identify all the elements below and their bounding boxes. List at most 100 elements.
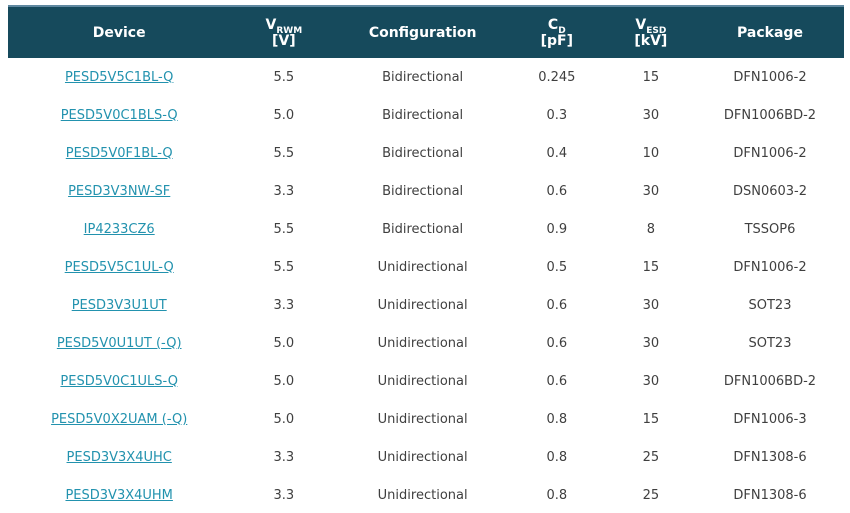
vesd-cell: 15 (605, 248, 696, 286)
table-header: Device VRWM [V] Configuration CD [pF] VE (8, 5, 844, 58)
package-cell: SOT23 (695, 286, 844, 324)
header-row: Device VRWM [V] Configuration CD [pF] VE (8, 5, 844, 58)
device-link[interactable]: PESD3V3NW-SF (68, 183, 171, 199)
configuration-cell: Unidirectional (337, 476, 508, 513)
device-link[interactable]: PESD5V0X2UAM (-Q) (51, 411, 188, 427)
vesd-cell: 8 (605, 210, 696, 248)
cd-cell: 0.8 (507, 438, 606, 476)
device-cell: PESD5V0C1BLS-Q (8, 96, 231, 134)
header-label-package: Package (737, 24, 803, 41)
vrwm-cell: 5.5 (230, 210, 338, 248)
device-cell: PESD3V3U1UT (8, 286, 231, 324)
vesd-cell: 25 (605, 438, 696, 476)
device-link[interactable]: PESD5V0F1BL-Q (65, 145, 173, 161)
configuration-cell: Unidirectional (337, 400, 508, 438)
vesd-cell: 30 (605, 362, 696, 400)
cd-cell: 0.6 (507, 362, 606, 400)
device-link[interactable]: PESD5V5C1UL-Q (64, 259, 174, 275)
device-link[interactable]: PESD5V0C1ULS-Q (60, 373, 178, 389)
header-symbol-vesd: VESD (635, 16, 667, 36)
vrwm-cell: 5.0 (230, 96, 338, 134)
table-row: PESD5V5C1UL-Q 5.5 Unidirectional 0.5 15 DFN10… (8, 248, 844, 286)
package-cell: TSSOP6 (695, 210, 844, 248)
header-symbol-cd: CD (547, 16, 566, 36)
table-row: PESD5V0X2UAM (-Q) 5.0 Unidirectional 0.8 15 D… (8, 400, 844, 438)
cd-cell: 0.245 (507, 58, 606, 96)
col-header-vrwm: VRWM [V] (230, 5, 338, 58)
device-cell: PESD3V3X4UHM (8, 476, 231, 513)
vesd-cell: 30 (605, 286, 696, 324)
vesd-cell: 15 (605, 400, 696, 438)
col-header-cd: CD [pF] (507, 5, 606, 58)
header-label-device: Device (92, 24, 146, 41)
table-row: PESD5V5C1BL-Q 5.5 Bidirectional 0.245 15 DFN1… (8, 58, 844, 96)
package-cell: SOT23 (695, 324, 844, 362)
header-unit-vrwm: [V] (272, 32, 296, 49)
table-row: PESD3V3X4UHM 3.3 Unidirectional 0.8 25 DFN130… (8, 476, 844, 513)
package-cell: DFN1006BD-2 (695, 96, 844, 134)
vesd-cell: 30 (605, 96, 696, 134)
cd-cell: 0.4 (507, 134, 606, 172)
cd-cell: 0.6 (507, 324, 606, 362)
col-header-vesd: VESD [kV] (605, 5, 696, 58)
device-cell: IP4233CZ6 (8, 210, 231, 248)
table-row: PESD3V3U1UT 3.3 Unidirectional 0.6 30 SOT23 (8, 286, 844, 324)
col-header-configuration: Configuration (337, 5, 508, 58)
package-cell: DFN1006-3 (695, 400, 844, 438)
header-unit-cd: [pF] (540, 32, 573, 49)
vesd-cell: 15 (605, 58, 696, 96)
device-cell: PESD5V0X2UAM (-Q) (8, 400, 231, 438)
vesd-cell: 30 (605, 324, 696, 362)
device-link[interactable]: PESD3V3U1UT (71, 297, 167, 313)
device-link[interactable]: PESD5V0C1BLS-Q (60, 107, 178, 123)
vrwm-cell: 5.5 (230, 134, 338, 172)
configuration-cell: Unidirectional (337, 286, 508, 324)
vrwm-cell: 3.3 (230, 476, 338, 513)
device-link[interactable]: PESD5V0U1UT (-Q) (56, 335, 182, 351)
header-label-configuration: Configuration (368, 24, 477, 41)
device-link[interactable]: PESD5V5C1BL-Q (64, 69, 174, 85)
package-cell: DFN1308-6 (695, 438, 844, 476)
configuration-cell: Bidirectional (337, 96, 508, 134)
configuration-cell: Bidirectional (337, 172, 508, 210)
configuration-cell: Unidirectional (337, 248, 508, 286)
device-link[interactable]: PESD3V3X4UHM (65, 487, 173, 503)
configuration-cell: Unidirectional (337, 362, 508, 400)
device-cell: PESD5V0U1UT (-Q) (8, 324, 231, 362)
device-cell: PESD3V3NW-SF (8, 172, 231, 210)
device-selection-table: Device VRWM [V] Configuration CD [pF] VE (8, 5, 844, 513)
table-row: PESD3V3NW-SF 3.3 Bidirectional 0.6 30 DSN0603… (8, 172, 844, 210)
table-row: PESD5V0C1BLS-Q 5.0 Bidirectional 0.3 30 DFN10… (8, 96, 844, 134)
configuration-cell: Unidirectional (337, 324, 508, 362)
vrwm-cell: 5.5 (230, 58, 338, 96)
vrwm-cell: 5.0 (230, 362, 338, 400)
vesd-cell: 25 (605, 476, 696, 513)
device-cell: PESD3V3X4UHC (8, 438, 231, 476)
device-link[interactable]: IP4233CZ6 (83, 221, 155, 237)
table-row: IP4233CZ6 5.5 Bidirectional 0.9 8 TSSOP6 (8, 210, 844, 248)
package-cell: DFN1006-2 (695, 58, 844, 96)
cd-cell: 0.8 (507, 400, 606, 438)
header-unit-vesd: [kV] (634, 32, 668, 49)
vrwm-cell: 3.3 (230, 286, 338, 324)
table-row: PESD5V0C1ULS-Q 5.0 Unidirectional 0.6 30 DFN1… (8, 362, 844, 400)
package-cell: DFN1308-6 (695, 476, 844, 513)
header-symbol-vrwm: VRWM (265, 16, 303, 36)
vrwm-cell: 3.3 (230, 172, 338, 210)
configuration-cell: Bidirectional (337, 134, 508, 172)
device-link[interactable]: PESD3V3X4UHC (66, 449, 172, 465)
package-cell: DFN1006BD-2 (695, 362, 844, 400)
configuration-cell: Bidirectional (337, 58, 508, 96)
device-cell: PESD5V0C1ULS-Q (8, 362, 231, 400)
vrwm-cell: 5.0 (230, 324, 338, 362)
vesd-cell: 10 (605, 134, 696, 172)
vrwm-cell: 5.0 (230, 400, 338, 438)
device-cell: PESD5V5C1UL-Q (8, 248, 231, 286)
cd-cell: 0.8 (507, 476, 606, 513)
table-row: PESD5V0F1BL-Q 5.5 Bidirectional 0.4 10 DFN100… (8, 134, 844, 172)
vrwm-cell: 5.5 (230, 248, 338, 286)
table-body: PESD5V5C1BL-Q 5.5 Bidirectional 0.245 15 DFN1… (8, 58, 844, 513)
col-header-package: Package (695, 5, 844, 58)
